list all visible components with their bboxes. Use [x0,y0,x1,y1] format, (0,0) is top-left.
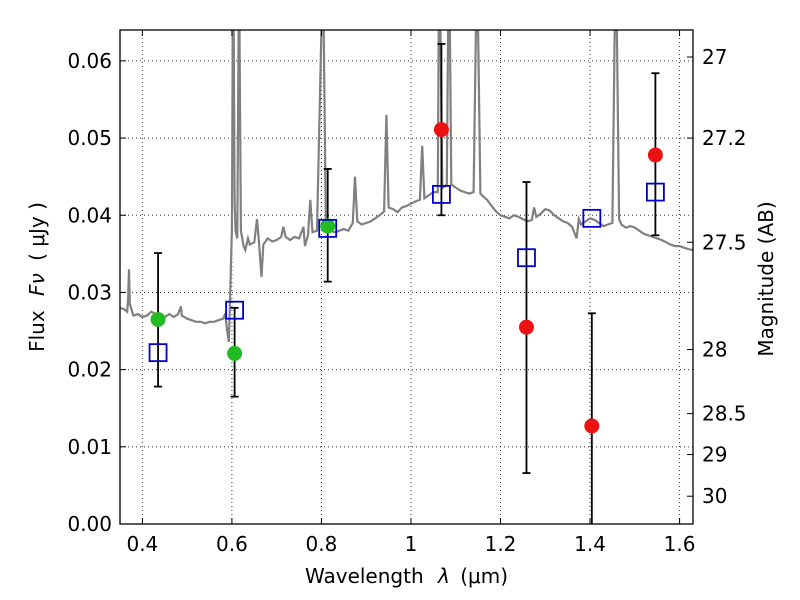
x-axis-label-symbol: λ [437,564,450,588]
right-axis-label: Magnitude (AB) [754,201,778,356]
y-tick-label: 0.03 [67,280,112,304]
red-photometry-point [647,147,663,163]
model-photometry-point [318,218,338,238]
data-markers [148,122,665,434]
y-tick-label: 0.00 [67,512,112,536]
red-photometry-point [433,122,449,138]
y-axis-label-symbol: Fν [25,273,49,296]
red-photometry-point [518,319,534,335]
right-tick-label: 27.2 [702,126,747,150]
grid [120,30,693,525]
y-axis-label-text: Flux [25,310,49,352]
right-tick-label: 30 [702,484,727,508]
y-axis-label-unit: ( μJy ) [25,202,49,261]
right-tick-label: 27.5 [702,230,747,254]
right-tick-label: 28.5 [702,402,747,426]
x-tick-label: 1.2 [485,532,517,556]
model-photometry-point [517,248,536,268]
axis-ticks: 0.4 0.6 0.8 1 1.2 1.4 1.6 0.00 0.01 0.02 0.03 0.04 0… [67,30,747,556]
model-photometry-point [582,208,602,228]
green-photometry-point [227,345,243,361]
x-tick-label: 1.4 [574,532,606,556]
model-photometry-point [225,300,245,320]
model-photometry-point [645,182,665,202]
plot-frame [119,29,694,525]
x-tick-label: 1 [405,532,418,556]
red-photometry-point [584,418,600,434]
x-axis-label-unit: (μm) [460,564,508,588]
y-tick-label: 0.05 [67,126,112,150]
model-photometry-point [148,343,168,363]
x-tick-label: 0.4 [126,532,158,556]
y-tick-label: 0.06 [67,49,112,73]
x-tick-label: 0.8 [306,532,338,556]
x-tick-label: 1.6 [664,532,696,556]
y-axis-label: Flux Fν ( μJy ) [25,202,49,352]
y-tick-label: 0.01 [67,435,112,459]
y-tick-label: 0.02 [67,358,112,382]
model-photometry-point [432,185,451,204]
green-photometry-point [320,218,336,234]
right-tick-label: 29 [702,443,727,467]
right-tick-label: 28 [702,338,727,362]
x-axis-label-text: Wavelength [305,564,424,588]
model-spectrum-line [120,30,693,342]
x-axis-label: Wavelength λ (μm) [305,564,508,588]
x-tick-label: 0.6 [216,532,248,556]
right-tick-label: 27 [702,45,727,69]
y-tick-label: 0.04 [67,203,112,227]
green-photometry-point [150,311,166,327]
